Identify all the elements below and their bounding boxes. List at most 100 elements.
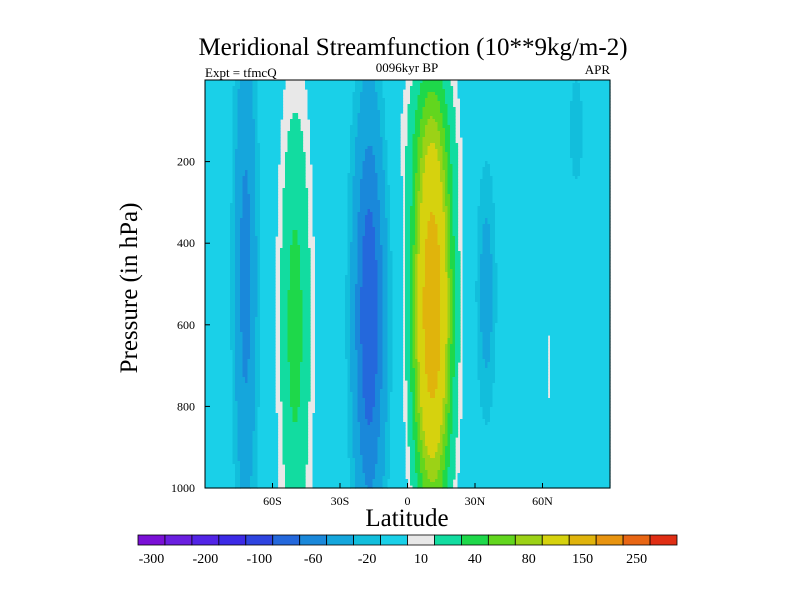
contour-cell [255, 317, 261, 321]
contour-cell [300, 362, 311, 366]
contour-cell [390, 407, 404, 411]
contour-cell [447, 191, 454, 195]
contour-cell [497, 308, 611, 312]
contour-cell [357, 224, 366, 228]
contour-cell [357, 359, 364, 363]
contour-cell [350, 149, 356, 153]
contour-cell [445, 257, 449, 261]
contour-cell [415, 299, 419, 303]
contour-cell [462, 245, 479, 249]
contour-cell [357, 116, 381, 120]
contour-cell [235, 308, 241, 312]
contour-cell [240, 287, 251, 291]
contour-cell [232, 443, 239, 447]
contour-cell [232, 449, 239, 453]
contour-cell [440, 281, 449, 285]
contour-cell [365, 473, 376, 477]
contour-cell [447, 248, 451, 252]
contour-cell [382, 332, 389, 336]
contour-cell [385, 194, 391, 198]
contour-cell [415, 254, 419, 258]
contour-cell [387, 170, 401, 174]
contour-cell [477, 233, 484, 237]
contour-cell [240, 233, 251, 237]
colorbar-label: 150 [572, 552, 593, 567]
contour-cell [205, 83, 236, 87]
contour-cell [452, 299, 456, 303]
contour-cell [255, 119, 259, 123]
contour-cell [477, 269, 481, 273]
contour-cell [232, 104, 239, 108]
contour-cell [455, 368, 459, 372]
contour-cell [452, 311, 456, 315]
contour-cell [410, 365, 414, 369]
contour-cell [570, 122, 584, 126]
contour-cell [480, 203, 496, 207]
contour-cell [387, 389, 394, 393]
contour-cell [492, 305, 499, 309]
contour-cell [445, 143, 451, 147]
contour-cell [347, 389, 351, 393]
contour-cell [235, 257, 241, 261]
contour-cell [490, 335, 496, 339]
contour-cell [452, 167, 459, 171]
contour-cell [445, 413, 449, 417]
contour-cell [452, 179, 459, 183]
contour-cell [410, 299, 414, 303]
contour-cell [360, 293, 379, 297]
contour-cell [347, 188, 354, 192]
contour-cell [377, 98, 386, 102]
contour-cell [252, 449, 259, 453]
contour-cell [377, 443, 386, 447]
contour-cell [417, 95, 429, 99]
contour-cell [250, 206, 256, 210]
contour-cell [260, 398, 276, 402]
contour-cell [455, 365, 459, 369]
contour-cell [235, 263, 241, 267]
contour-cell [380, 131, 386, 135]
contour-cell [357, 131, 381, 135]
contour-cell [455, 314, 461, 318]
contour-cell [447, 347, 451, 351]
contour-cell [205, 335, 231, 339]
contour-cell [450, 194, 454, 198]
contour-cell [255, 164, 261, 168]
contour-cell [260, 329, 276, 333]
contour-cell [492, 278, 499, 282]
contour-cell [205, 281, 231, 285]
contour-cell [417, 248, 421, 252]
contour-cell [255, 233, 261, 237]
contour-cell [205, 284, 231, 288]
contour-cell [460, 125, 571, 129]
contour-cell [205, 194, 234, 198]
contour-cell [450, 257, 456, 261]
contour-cell [232, 152, 236, 156]
contour-cell [240, 218, 251, 222]
contour-cell [445, 266, 449, 270]
contour-cell [445, 236, 449, 240]
contour-cell [232, 440, 239, 444]
contour-cell [445, 407, 451, 411]
contour-cell [237, 116, 254, 120]
contour-cell [447, 245, 451, 249]
contour-cell [497, 311, 611, 315]
contour-cell [460, 116, 571, 120]
contour-cell [450, 290, 454, 294]
contour-cell [355, 89, 364, 93]
contour-cell [232, 422, 239, 426]
contour-cell [450, 230, 454, 234]
contour-cell [492, 404, 611, 408]
contour-cell [260, 221, 279, 225]
contour-cell [300, 377, 311, 381]
contour-cell [415, 296, 419, 300]
contour-cell [260, 341, 276, 345]
contour-cell [417, 434, 421, 438]
contour-cell [455, 353, 461, 357]
contour-cell [452, 203, 459, 207]
contour-cell [260, 170, 279, 174]
contour-cell [290, 281, 301, 285]
contour-cell [415, 242, 419, 246]
contour-cell [410, 266, 414, 270]
contour-cell [440, 260, 446, 264]
contour-cell [415, 443, 419, 447]
